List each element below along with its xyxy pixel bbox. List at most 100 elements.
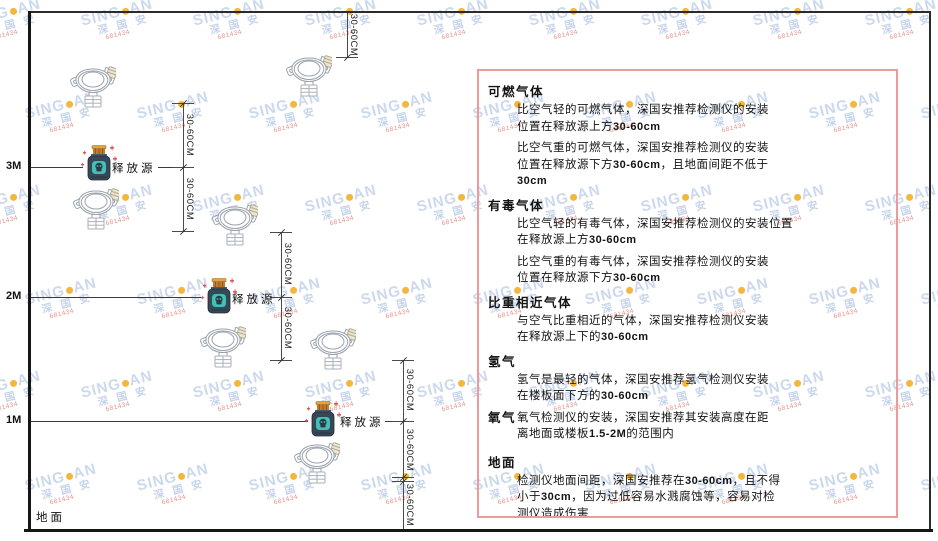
guide-text-line: 氢气是最轻的气体，深国安推荐氢气检测仪安装 [517, 373, 769, 386]
guide-text-line: 比空气重的有毒气体，深国安推荐检测仪的安装 [517, 255, 769, 268]
dimension-label: 30-60CM [282, 242, 293, 286]
guide-text-line: 测仪造成伤害 [517, 507, 589, 518]
connector-line [158, 167, 183, 168]
guide-section: 比重相近气体与空气比重相近的气体，深国安推荐检测仪安装 在释放源上下的30-60c… [488, 292, 884, 346]
guide-section: 可燃气体 比空气轻的可燃气体，深国安推荐检测仪的安装 位置在释放源上方30-60cm… [488, 81, 884, 190]
watermark-dot-icon [177, 286, 186, 295]
guide-section-heading: 比重相近气体 [488, 295, 573, 310]
guide-text-line: 在楼板面下方的30-60cm [517, 390, 649, 402]
watermark-dot-icon [401, 100, 410, 109]
guide-section-heading: 氢气 [488, 354, 517, 369]
guide-paragraph: 比空气重的有毒气体，深国安推荐检测仪的安装 位置在释放源下方30-60cm [517, 254, 884, 287]
guide-section-heading: 氧气 [488, 410, 517, 425]
height-line-1m [31, 421, 308, 422]
guide-text-line: 位置在释放源下方30-60cm，且地面间距不低于 [517, 158, 769, 171]
guide-paragraph: 氢气是最轻的气体，深国安推荐氢气检测仪安装 在楼板面下方的30-60cm [517, 372, 884, 405]
guide-text-line: 与空气比重相近的气体，深国安推荐检测仪安装 [517, 314, 769, 327]
release-source-icon [304, 401, 342, 437]
dimension-label: 30-60CM [348, 13, 359, 57]
dimension-label: 30-60CM [184, 113, 195, 157]
guide-paragraph: 与空气比重相近的气体，深国安推荐检测仪安装 在释放源上下的30-60cm [517, 313, 884, 346]
height-label-3m: 3M [6, 160, 22, 172]
guide-text-line: 位置在释放源上方30-60cm [517, 120, 661, 133]
floor-line [24, 529, 933, 532]
guide-section-heading: 有毒气体 [488, 198, 545, 213]
dimension-label: 30-60CM [184, 177, 195, 221]
watermark-dot-icon [233, 379, 242, 388]
guide-section: 氧气 氧气检测仪的安装，深国安推荐其安装高度在距 离地面或楼板1.5-2M的范围内 [488, 410, 884, 443]
watermark-dot-icon [233, 193, 242, 202]
ground-label: 地面 [36, 512, 65, 524]
watermark-dot-icon [9, 7, 18, 16]
watermark-dot-icon [457, 379, 466, 388]
release-source-label: 释放源 [112, 163, 156, 175]
dimension-label: 30-60CM [404, 368, 415, 412]
guide-section-heading: 地面 [488, 455, 517, 470]
guide-text-line: 离地面或楼板1.5-2M的范围内 [517, 428, 675, 440]
guide-text-line: 氧气检测仪的安装，深国安推荐其安装高度在距 [517, 411, 769, 424]
guide-paragraph: 比空气轻的有毒气体，深国安推荐检测仪的安装位置 在释放源上方30-60cm [517, 216, 884, 249]
watermark-dot-icon [9, 379, 18, 388]
left-wall-line [28, 11, 31, 532]
watermark-dot-icon [905, 379, 914, 388]
dimension-label: 30-60CM [404, 483, 415, 527]
guide-section: 有毒气体比空气轻的有毒气体，深国安推荐检测仪的安装位置 在释放源上方30-60cm… [488, 195, 884, 287]
watermark-dot-icon [9, 193, 18, 202]
release-source-label: 释放源 [340, 417, 384, 429]
watermark-dot-icon [345, 193, 354, 202]
dimension-line [347, 13, 348, 57]
guide-paragraph: 比空气重的可燃气体，深国安推荐检测仪的安装 位置在释放源下方30-60cm，且地面… [517, 140, 884, 190]
dimension-label: 30-60CM [404, 428, 415, 472]
gas-detector-icon [286, 53, 332, 97]
guide-text-line: 位置在释放源下方30-60cm [517, 272, 661, 284]
watermark-dot-icon [345, 379, 354, 388]
height-label-2m: 2M [6, 290, 22, 302]
guide-text-line: 在释放源上下的30-60cm [517, 331, 649, 343]
guide-paragraph: 氧气检测仪的安装，深国安推荐其安装高度在距 离地面或楼板1.5-2M的范围内 [517, 410, 884, 443]
watermark-dot-icon [177, 472, 186, 481]
height-line-2m [31, 297, 202, 298]
gas-detector-icon [70, 64, 116, 108]
guide-text-line: 检测仪地面间距，深国安推荐在30-60cm，且不得 [517, 474, 781, 487]
guide-text-line: 比空气重的可燃气体，深国安推荐检测仪的安装 [517, 142, 769, 154]
guide-text-line: 在释放源上方30-60cm [517, 234, 637, 246]
guide-text-line: 小于30cm，因为过低容易水溅腐蚀等，容易对检 [517, 491, 776, 503]
right-wall-line [929, 11, 931, 529]
guide-text-line: 比空气轻的有毒气体，深国安推荐检测仪的安装位置 [517, 217, 793, 230]
guide-text-line: 比空气轻的可燃气体，深国安推荐检测仪的安装 [517, 104, 769, 116]
ceiling-line [28, 11, 931, 13]
height-label-1m: 1M [6, 414, 22, 426]
guide-paragraph: 比空气轻的可燃气体，深国安推荐检测仪的安装 位置在释放源上方30-60cm [517, 102, 884, 135]
gas-detector-icon [310, 326, 356, 370]
watermark-dot-icon [121, 193, 130, 202]
gas-detector-icon [212, 202, 258, 246]
gas-detector-icon [200, 324, 246, 368]
guide-section: 氢气 氢气是最轻的气体，深国安推荐氢气检测仪安装 在楼板面下方的30-60cm [488, 351, 884, 405]
installation-guide-panel: 可燃气体 比空气轻的可燃气体，深国安推荐检测仪的安装 位置在释放源上方30-60cm… [477, 69, 898, 518]
watermark-dot-icon [121, 379, 130, 388]
guide-text-line: 30cm [517, 175, 548, 187]
guide-section: 地面 检测仪地面间距，深国安推荐在30-60cm，且不得 小于30cm，因为过低容易… [488, 452, 884, 518]
height-line-3m [31, 167, 83, 168]
watermark-dot-icon [65, 472, 74, 481]
watermark-dot-icon [401, 286, 410, 295]
watermark-dot-icon [65, 286, 74, 295]
dimension-label: 30-60CM [282, 306, 293, 350]
